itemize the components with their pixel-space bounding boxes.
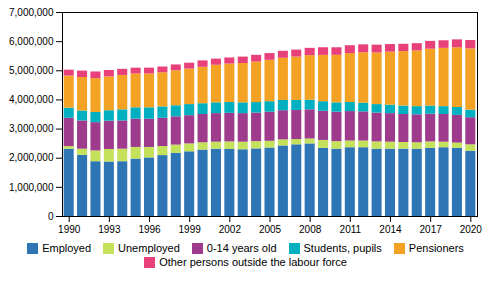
svg-text:1999: 1999 xyxy=(179,224,202,235)
html-text:Pensioners: Pensioners xyxy=(408,242,464,254)
svg-text:0: 0 xyxy=(48,211,54,222)
svg-text:1993: 1993 xyxy=(98,224,121,235)
svg-text:2005: 2005 xyxy=(259,224,282,235)
svg-text:7,000,000: 7,000,000 xyxy=(9,7,54,18)
html-text:Other persons outside the labo: Other persons outside the labour force xyxy=(159,256,347,268)
svg-text:2002: 2002 xyxy=(219,224,242,235)
svg-text:2014: 2014 xyxy=(379,224,402,235)
html-text:Unemployed: Unemployed xyxy=(118,242,180,254)
svg-text:4,000,000: 4,000,000 xyxy=(9,94,54,105)
svg-text:2011: 2011 xyxy=(340,224,362,235)
svg-text:3,000,000: 3,000,000 xyxy=(9,123,54,134)
svg-text:1996: 1996 xyxy=(138,224,161,235)
html-text:Students, pupils: Students, pupils xyxy=(303,242,382,254)
svg-text:2,000,000: 2,000,000 xyxy=(9,152,54,163)
html-text:0-14 years old: 0-14 years old xyxy=(206,242,277,254)
svg-text:5,000,000: 5,000,000 xyxy=(9,65,54,76)
svg-text:6,000,000: 6,000,000 xyxy=(9,36,54,47)
svg-text:1,000,000: 1,000,000 xyxy=(9,182,54,193)
svg-text:1990: 1990 xyxy=(58,224,81,235)
html-text:Employed: Employed xyxy=(42,242,91,254)
svg-text:2008: 2008 xyxy=(299,224,322,235)
svg-text:2020: 2020 xyxy=(460,224,483,235)
svg-text:2017: 2017 xyxy=(420,224,443,235)
